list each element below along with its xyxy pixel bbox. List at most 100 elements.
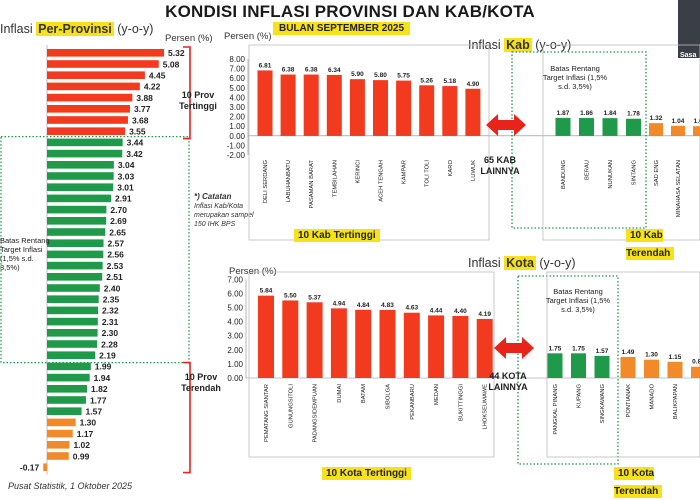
kota-bottom-panel (546, 271, 700, 458)
note: *) Catatan Inflasi Kab/Kota merupakan sam… (194, 192, 254, 228)
kota-top-bar (379, 309, 396, 378)
kota-y-tick: 5.00 (227, 304, 243, 313)
kota-top-value-label: 4.44 (430, 307, 443, 314)
kab-y-tick: 8.00 (229, 55, 245, 64)
prov-bar (47, 60, 159, 68)
kab-y-tick: -1.00 (227, 141, 246, 150)
kota-top-bar (355, 309, 372, 378)
kota-top-category-label: DUMAI (337, 384, 343, 403)
prov-bar (47, 295, 99, 303)
kab-bottom-bar (693, 126, 700, 136)
prov-value-label: 1.82 (91, 384, 108, 394)
kota-top-value-label: 4.84 (357, 302, 370, 309)
prov-value-label: 2.69 (110, 216, 127, 226)
prov-value-label: 2.35 (103, 295, 120, 305)
kota-top-category-label: PEMATANG SIANTAR (264, 384, 270, 442)
kab-top-bar (396, 80, 412, 136)
kota-bottom-bar (620, 356, 636, 378)
prov-value-label: 3.55 (129, 127, 146, 137)
kab-band-value-label: 1.87 (557, 110, 570, 117)
prov-bar (47, 396, 86, 404)
kab-top-bar (465, 88, 481, 136)
prov-value-label: 2.19 (99, 351, 116, 361)
kab-top-value-label: 6.38 (282, 67, 295, 74)
kota-y-tick: 1.00 (227, 360, 243, 369)
kota-top-bar (476, 318, 493, 378)
kota-ylabel: Persen (%) (229, 266, 277, 277)
kota-top-value-label: 4.63 (405, 305, 418, 312)
prov-bar (47, 362, 91, 371)
prov-bar (47, 138, 123, 147)
kab-target-band-box (511, 51, 647, 229)
prov-value-label: 1.99 (95, 362, 112, 372)
prov-value-label: 0.99 (73, 451, 90, 461)
kab-top-bar (326, 74, 342, 136)
prov-value-label: 2.51 (106, 272, 123, 282)
participant-name: Sasa (680, 52, 697, 59)
kab-ylabel: Persen (%) (224, 31, 272, 42)
prov-bar (47, 49, 165, 57)
prov-value-label: 1.17 (77, 429, 94, 439)
prov-bar (47, 441, 70, 449)
prov-top-bracket (183, 46, 191, 140)
kab-bottom-panel (542, 44, 700, 241)
kab-others-label: 65 KAB LAINNYA (480, 155, 520, 176)
kab-top-value-label: 5.18 (443, 78, 456, 85)
prov-bar (47, 228, 106, 236)
prov-bar (47, 407, 82, 415)
kab-y-tick: 2.00 (229, 113, 245, 122)
kota-top-bar (403, 312, 420, 378)
prov-bar (47, 105, 130, 113)
kota-band-label: Batas Rentang Target Inflasi (1,5% s.d. … (545, 287, 611, 314)
prov-bar (47, 127, 126, 135)
kab-band-category-label: BANDUNG (561, 160, 567, 189)
prov-bar (47, 172, 114, 180)
kota-band-category-label: PANGKAL PINANG (553, 384, 559, 435)
kab-top-bar (419, 85, 435, 136)
prov-bar (47, 217, 107, 225)
kota-top-category-label: LHOKSEUMAWE (483, 384, 489, 430)
prov-bottom-bracket (183, 361, 191, 474)
kab-top-category-label: KAMPAR (402, 160, 408, 184)
kota-bottom-bar (667, 361, 683, 378)
kota-top-value-label: 4.94 (333, 300, 346, 307)
kota-band-bar (594, 355, 610, 378)
prov-bar (47, 452, 69, 460)
kota-bottom-value-label: 1.49 (622, 349, 635, 356)
kab-y-tick: 5.00 (229, 84, 245, 93)
kab-band-bar (579, 117, 594, 136)
kab-bottom-value-label: 1.04 (672, 118, 685, 125)
kab-y-tick: -2.00 (227, 151, 246, 160)
kab-band-label: Batas Rentang Target Inflasi (1,5% s.d. … (542, 64, 608, 91)
kab-top-value-label: 5.90 (351, 71, 364, 78)
kota-bottom-category-label: BALIKPAPAN (673, 384, 679, 419)
kota-bottom-value-label: 0.80 (692, 359, 700, 366)
kota-band-category-label: SINGKAWANG (600, 384, 606, 424)
kab-top-category-label: LUWUK (471, 160, 477, 181)
kab-band-bar (626, 118, 641, 136)
kota-top-category-label: BATAM (361, 384, 367, 403)
prov-bar (47, 385, 88, 393)
prov-value-label: 3.03 (118, 171, 135, 181)
kota-top-value-label: 4.40 (454, 308, 467, 315)
kota-top-label: 10 Kota Tertinggi (322, 463, 411, 481)
prov-value-label: 2.40 (104, 283, 121, 293)
kota-band-value-label: 1.57 (596, 348, 609, 355)
kota-others-label: 44 KOTA LAINNYA (488, 371, 528, 392)
kota-top-value-label: 5.37 (308, 294, 321, 301)
prov-bar (47, 418, 76, 427)
prov-value-label: 2.70 (110, 205, 127, 215)
kota-top-value-label: 5.84 (260, 288, 273, 295)
kota-top-value-label: 4.83 (381, 302, 394, 309)
prov-value-label: 2.28 (101, 339, 118, 349)
kota-y-tick: 3.00 (227, 332, 243, 341)
page-title: KONDISI INFLASI PROVINSI DAN KAB/KOTA (165, 2, 535, 21)
prov-value-label: 1.02 (73, 440, 90, 450)
kota-top-category-label: PADANGSIDEMPUAN (313, 384, 319, 443)
kab-y-tick: 1.00 (229, 122, 245, 131)
kab-double-arrow (486, 114, 526, 136)
kab-top-bar (349, 79, 365, 136)
prov-bar (43, 463, 47, 471)
kota-top-category-label: PEKANBARU (410, 384, 416, 420)
kota-bottom-label: 10 Kota Terendah (614, 463, 700, 499)
